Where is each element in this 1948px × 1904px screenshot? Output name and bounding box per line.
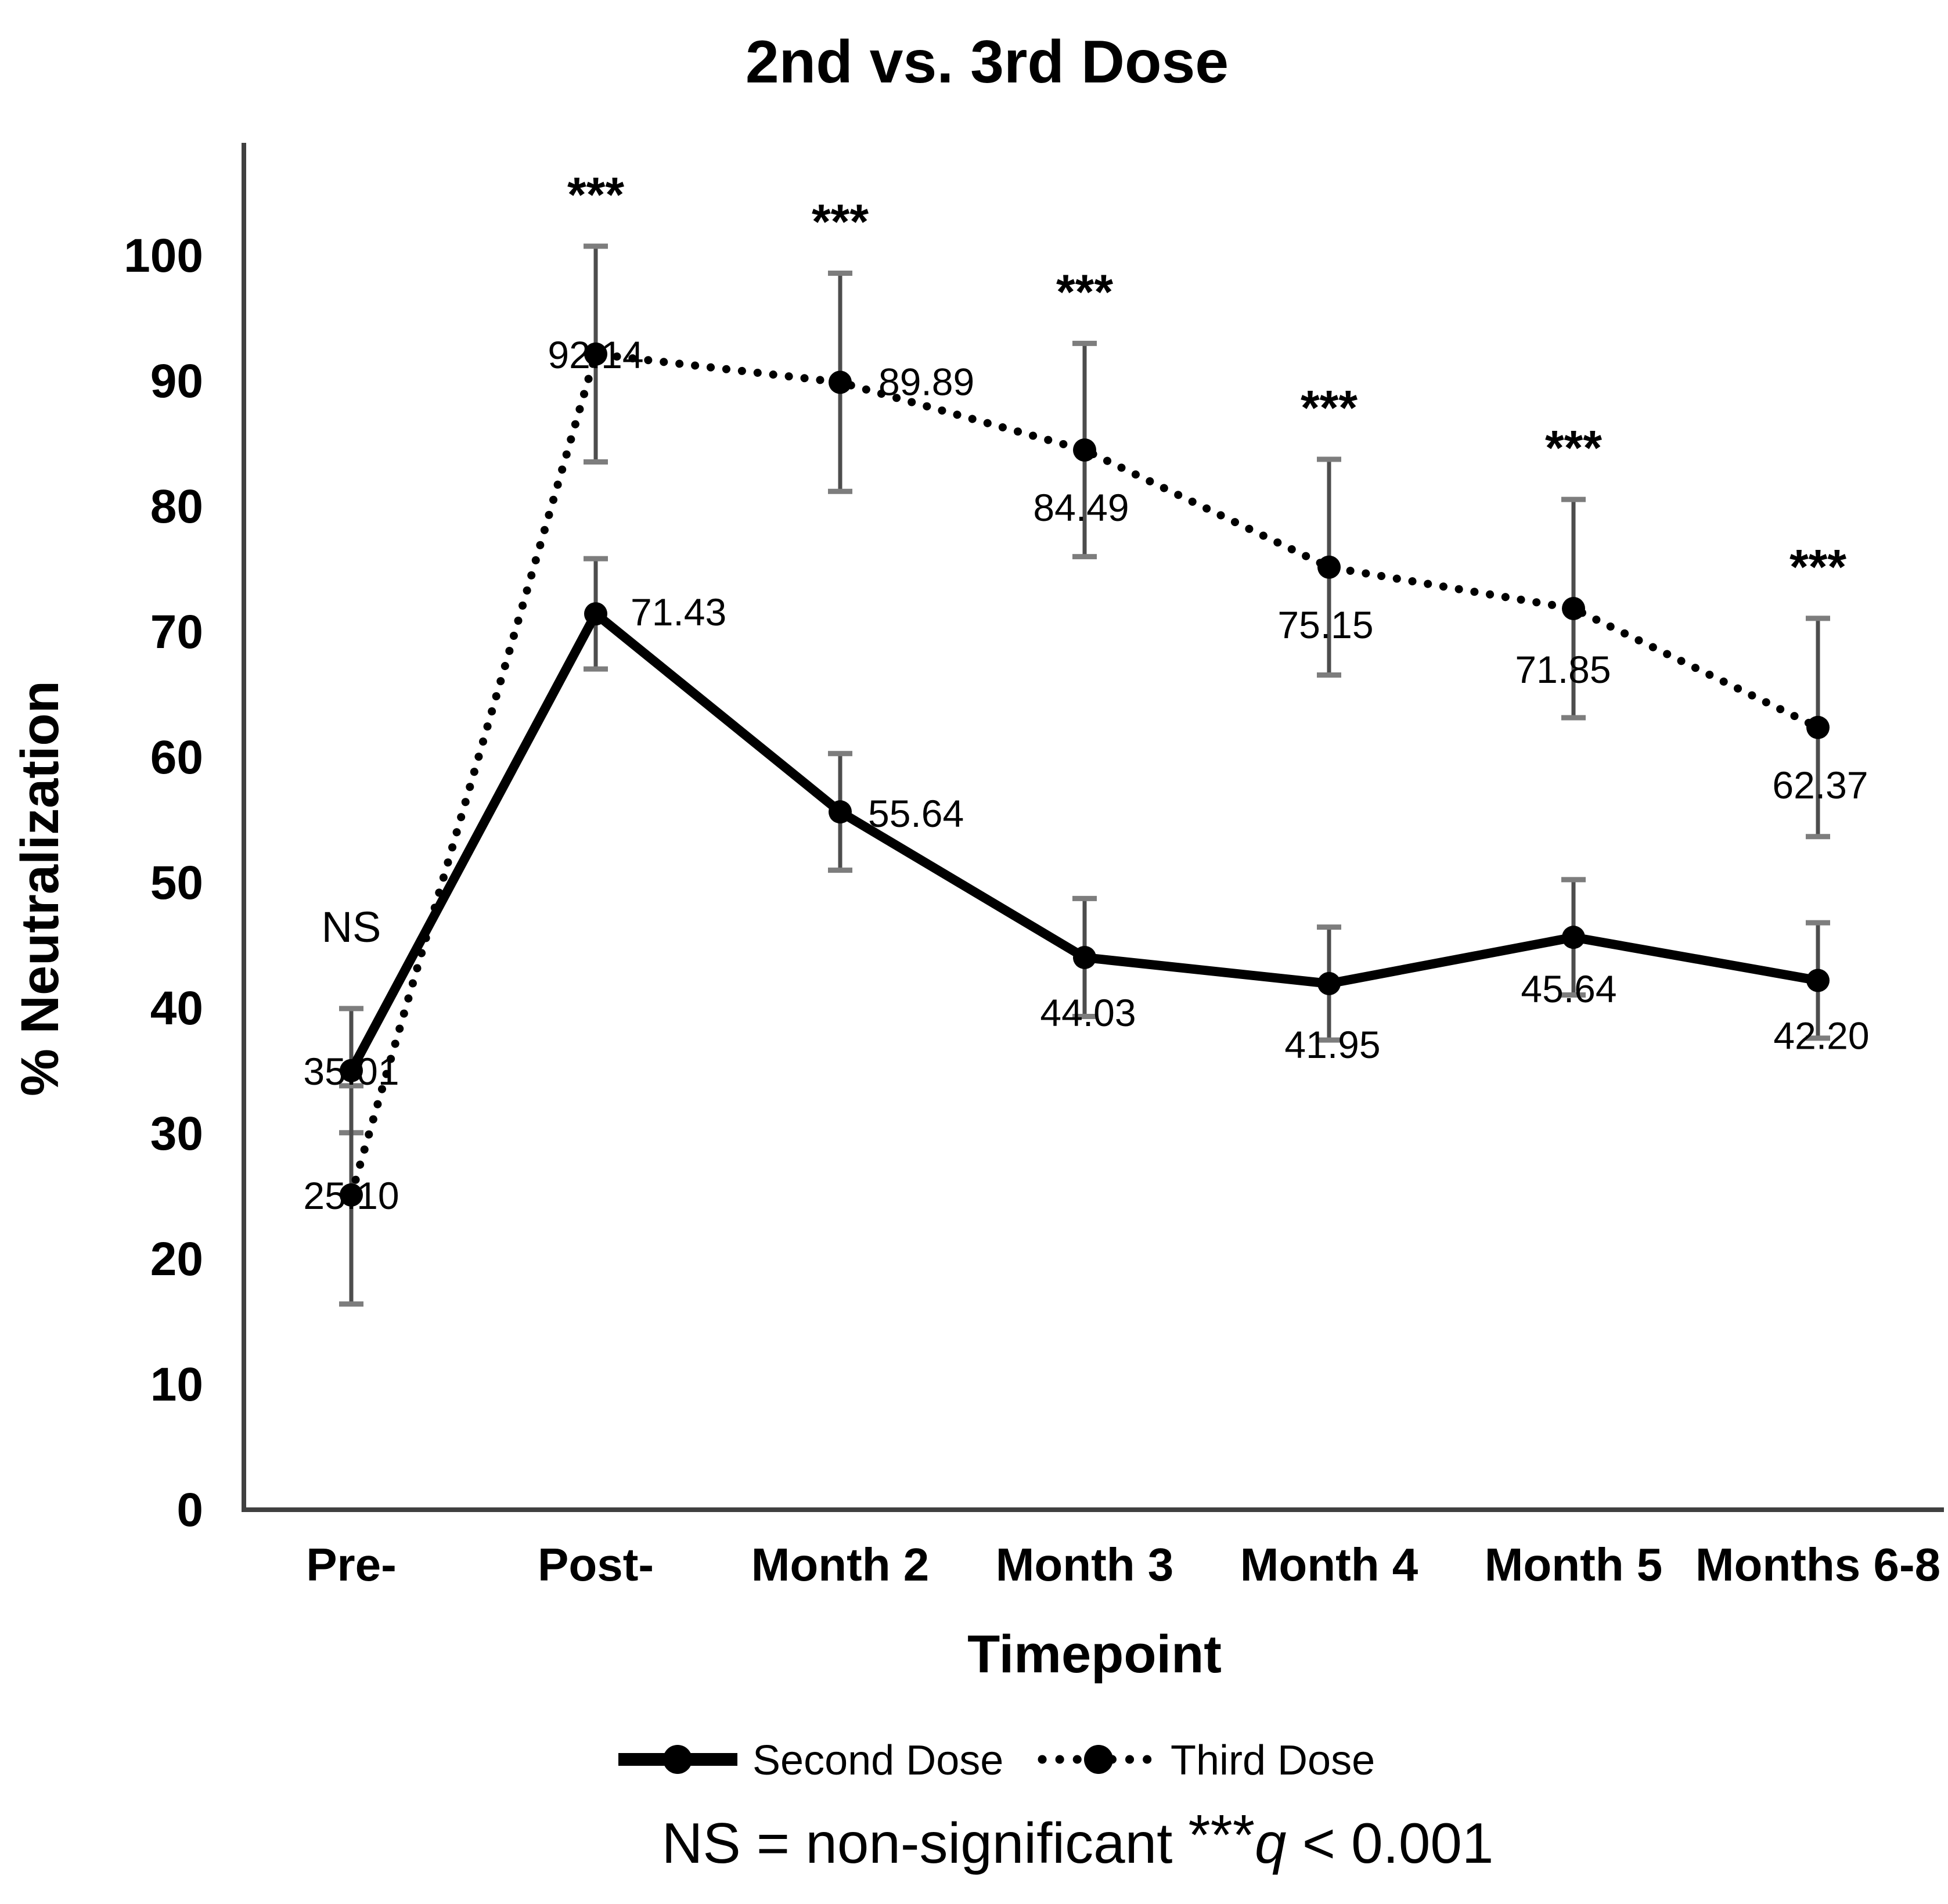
x-axis-tick-labels: Pre- Post- Month 2 Month 3 Month 4 Month 5 Mon… bbox=[306, 1539, 1940, 1590]
y-tick-label: 30 bbox=[150, 1107, 203, 1160]
second-dose-marker-icon bbox=[663, 1745, 692, 1774]
data-point-label: 84.49 bbox=[1033, 486, 1129, 529]
y-axis-label: % Neutralization bbox=[10, 681, 70, 1096]
y-tick-label: 20 bbox=[150, 1233, 203, 1286]
third-dose-marker bbox=[340, 1183, 363, 1207]
y-tick-label: 10 bbox=[150, 1358, 203, 1411]
data-point-label: 44.03 bbox=[1040, 991, 1136, 1034]
second-dose-marker bbox=[1073, 945, 1096, 969]
third-dose-marker bbox=[1073, 438, 1096, 462]
data-point-labels: 35.01 71.43 55.64 44.03 41.95 45.64 42.20 25.10… bbox=[303, 333, 1869, 1217]
chart-title: 2nd vs. 3rd Dose bbox=[746, 28, 1229, 96]
y-tick-label: 0 bbox=[177, 1484, 203, 1536]
third-dose-marker-icon bbox=[1084, 1745, 1113, 1774]
data-point-label: 71.85 bbox=[1515, 648, 1611, 691]
footnote-prefix: NS = non-significant bbox=[662, 1811, 1189, 1875]
x-tick-label: Pre- bbox=[306, 1539, 397, 1590]
second-dose-marker bbox=[340, 1059, 363, 1082]
second-dose-marker bbox=[829, 800, 852, 824]
data-point-label: 41.95 bbox=[1284, 1023, 1380, 1066]
third-dose-marker bbox=[1317, 555, 1341, 579]
y-axis-tick-labels: 0 10 20 30 40 50 60 70 80 90 100 bbox=[124, 229, 203, 1536]
third-dose-marker bbox=[829, 370, 852, 394]
x-tick-label: Month 3 bbox=[996, 1539, 1174, 1590]
footnote-stars: *** bbox=[1189, 1803, 1255, 1867]
x-tick-label: Post- bbox=[538, 1539, 654, 1590]
data-point-label: 35.01 bbox=[303, 1050, 399, 1093]
data-point-label: 92.14 bbox=[548, 333, 643, 376]
data-point-label: 42.20 bbox=[1773, 1014, 1869, 1057]
second-dose-marker bbox=[1806, 969, 1830, 992]
x-axis-label: Timepoint bbox=[967, 1625, 1222, 1684]
y-tick-label: 60 bbox=[150, 731, 203, 784]
y-tick-label: 50 bbox=[150, 856, 203, 909]
second-dose-marker bbox=[1562, 926, 1585, 949]
legend-item-second-dose: Second Dose bbox=[618, 1737, 1003, 1784]
significance-label: *** bbox=[1056, 264, 1113, 319]
significance-label: *** bbox=[1545, 420, 1602, 475]
footnote: NS = non-significant ***q < 0.001 bbox=[662, 1803, 1494, 1875]
y-tick-label: 90 bbox=[150, 355, 203, 408]
data-point-label: 45.64 bbox=[1521, 967, 1616, 1010]
x-tick-label: Month 2 bbox=[751, 1539, 930, 1590]
significance-label: *** bbox=[1789, 539, 1846, 594]
data-point-label: 71.43 bbox=[631, 591, 726, 634]
third-dose-marker bbox=[1562, 597, 1585, 621]
y-tick-label: 100 bbox=[124, 229, 203, 282]
second-dose-marker bbox=[584, 602, 607, 626]
x-tick-label: Months 6-8 bbox=[1695, 1539, 1940, 1590]
third-dose-marker bbox=[1806, 715, 1830, 739]
data-point-label: 62.37 bbox=[1772, 764, 1868, 807]
data-point-label: 75.15 bbox=[1277, 603, 1373, 646]
y-tick-label: 80 bbox=[150, 480, 203, 533]
data-point-label: 25.10 bbox=[303, 1174, 399, 1217]
y-tick-label: 40 bbox=[150, 982, 203, 1035]
footnote-q: q bbox=[1255, 1811, 1287, 1875]
data-point-label: 55.64 bbox=[868, 792, 964, 835]
data-point-markers bbox=[340, 342, 1830, 1207]
legend-label-third-dose: Third Dose bbox=[1171, 1737, 1375, 1784]
significance-label: *** bbox=[567, 167, 624, 222]
axes bbox=[242, 143, 1944, 1512]
error-bars bbox=[339, 243, 1830, 1307]
significance-label: NS bbox=[322, 903, 381, 951]
x-tick-label: Month 5 bbox=[1485, 1539, 1663, 1590]
data-point-label: 89.89 bbox=[878, 360, 974, 403]
footnote-suffix: < 0.001 bbox=[1286, 1811, 1493, 1875]
significance-label: *** bbox=[812, 194, 869, 249]
third-dose-marker bbox=[584, 342, 607, 366]
x-tick-label: Month 4 bbox=[1240, 1539, 1418, 1590]
second-dose-marker bbox=[1317, 971, 1341, 995]
legend-label-second-dose: Second Dose bbox=[752, 1737, 1003, 1784]
y-tick-label: 70 bbox=[150, 606, 203, 658]
legend: Second Dose Third Dose bbox=[618, 1737, 1375, 1784]
significance-label: *** bbox=[1301, 380, 1358, 435]
significance-markers: NS *** *** *** *** *** *** bbox=[322, 167, 1847, 951]
legend-item-third-dose: Third Dose bbox=[1038, 1737, 1375, 1784]
